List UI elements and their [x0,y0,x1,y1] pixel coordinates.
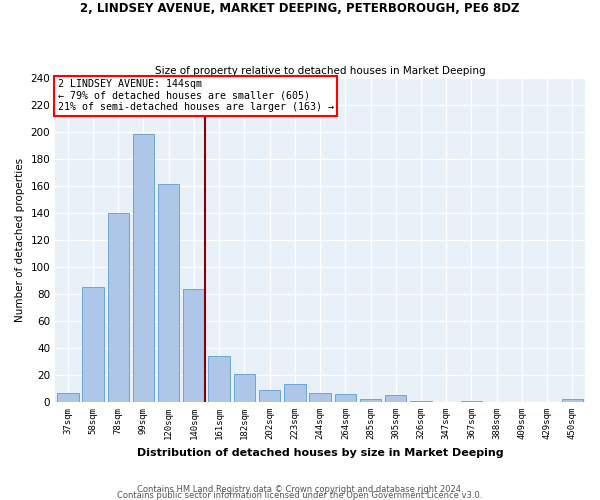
Text: 2 LINDSEY AVENUE: 144sqm
← 79% of detached houses are smaller (605)
21% of semi-: 2 LINDSEY AVENUE: 144sqm ← 79% of detach… [58,80,334,112]
Bar [57,392,79,402]
Bar [360,400,381,402]
Bar [259,390,280,402]
Bar [310,392,331,402]
Bar [183,288,205,402]
X-axis label: Distribution of detached houses by size in Market Deeping: Distribution of detached houses by size … [137,448,503,458]
Bar [335,394,356,402]
Text: Contains HM Land Registry data © Crown copyright and database right 2024.: Contains HM Land Registry data © Crown c… [137,484,463,494]
Bar [562,400,583,402]
Bar [82,287,104,402]
Title: Size of property relative to detached houses in Market Deeping: Size of property relative to detached ho… [155,66,485,76]
Text: 2, LINDSEY AVENUE, MARKET DEEPING, PETERBOROUGH, PE6 8DZ: 2, LINDSEY AVENUE, MARKET DEEPING, PETER… [80,2,520,16]
Text: Contains public sector information licensed under the Open Government Licence v3: Contains public sector information licen… [118,490,482,500]
Bar [107,213,129,402]
Bar [208,356,230,402]
Bar [284,384,305,402]
Bar [133,134,154,402]
Bar [461,400,482,402]
Bar [233,374,255,402]
Bar [158,184,179,402]
Y-axis label: Number of detached properties: Number of detached properties [15,158,25,322]
Bar [410,400,432,402]
Bar [385,396,406,402]
